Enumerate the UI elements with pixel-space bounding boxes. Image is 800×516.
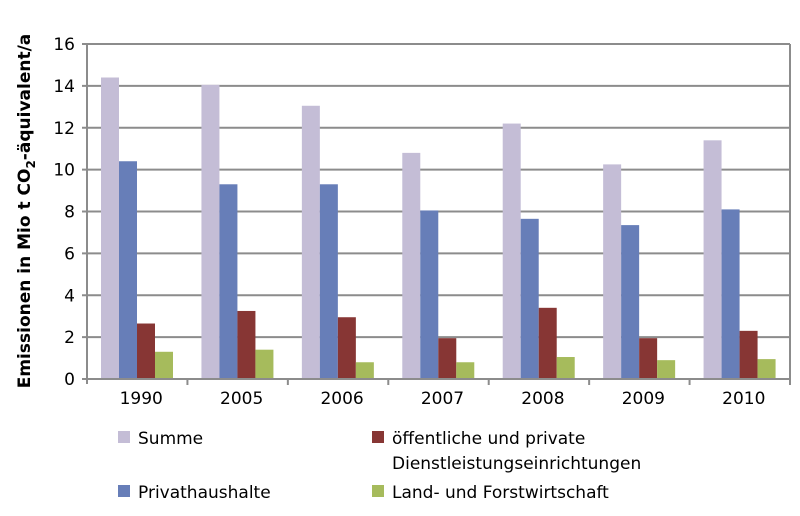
y-tick-label: 16 xyxy=(53,35,75,55)
bar-summe-2007 xyxy=(402,152,421,379)
x-tick-label: 2010 xyxy=(722,389,765,409)
legend-swatch xyxy=(118,431,130,443)
bar-öffentliche-2007 xyxy=(438,338,457,379)
x-tick-label: 2009 xyxy=(622,389,665,409)
bar-summe-2005 xyxy=(201,84,220,379)
legend-swatch xyxy=(118,485,130,497)
x-tick-label: 2007 xyxy=(421,389,464,409)
bar-privathaushalte-2008 xyxy=(520,218,539,379)
bar-land--1990 xyxy=(155,351,173,379)
y-tick-label: 12 xyxy=(53,119,75,139)
bar-privathaushalte-1990 xyxy=(119,161,137,379)
bar-privathaushalte-2005 xyxy=(219,184,238,379)
x-tick-label: 2005 xyxy=(220,389,263,409)
legend-label: Dienstleistungseinrichtungen xyxy=(392,454,641,474)
bar-land--2009 xyxy=(657,360,676,379)
bar-land--2007 xyxy=(456,362,475,379)
bar-öffentliche-2009 xyxy=(639,338,658,379)
bar-land--2006 xyxy=(355,362,374,379)
bar-privathaushalte-2010 xyxy=(721,209,740,379)
bar-summe-2010 xyxy=(703,140,722,379)
bar-öffentliche-2006 xyxy=(337,317,356,379)
legend-label: Privathaushalte xyxy=(138,483,271,503)
bar-summe-1990 xyxy=(101,77,119,379)
bar-privathaushalte-2006 xyxy=(319,184,338,379)
bar-öffentliche-2008 xyxy=(538,307,557,379)
bar-öffentliche-1990 xyxy=(137,323,155,379)
legend-swatch xyxy=(372,485,384,497)
y-tick-label: 6 xyxy=(64,244,75,264)
y-axis-label: Emissionen in Mio t CO2-äquivalent/a xyxy=(15,34,38,389)
bar-öffentliche-2010 xyxy=(739,330,758,379)
x-tick-label: 2008 xyxy=(521,389,564,409)
bar-öffentliche-2005 xyxy=(237,310,256,379)
bar-privathaushalte-2009 xyxy=(621,225,640,379)
y-tick-label: 10 xyxy=(53,161,75,181)
bar-summe-2006 xyxy=(301,105,320,379)
legend-label: Summe xyxy=(138,429,203,449)
x-tick-label: 2006 xyxy=(320,389,363,409)
y-tick-label: 4 xyxy=(64,286,75,306)
legend-swatch xyxy=(372,431,384,443)
bar-land--2008 xyxy=(556,357,575,379)
y-tick-label: 8 xyxy=(64,203,75,223)
y-tick-label: 2 xyxy=(64,328,75,348)
bar-summe-2008 xyxy=(502,123,521,379)
bar-summe-2009 xyxy=(603,164,622,379)
y-tick-label: 0 xyxy=(64,370,75,390)
x-tick-label: 1990 xyxy=(120,389,163,409)
bar-land--2005 xyxy=(255,349,274,379)
legend-label: öffentliche und private xyxy=(392,429,585,449)
bar-privathaushalte-2007 xyxy=(420,210,439,379)
legend-label: Land- und Forstwirtschaft xyxy=(392,483,609,503)
bar-land--2010 xyxy=(757,359,776,379)
y-tick-label: 14 xyxy=(53,77,75,97)
